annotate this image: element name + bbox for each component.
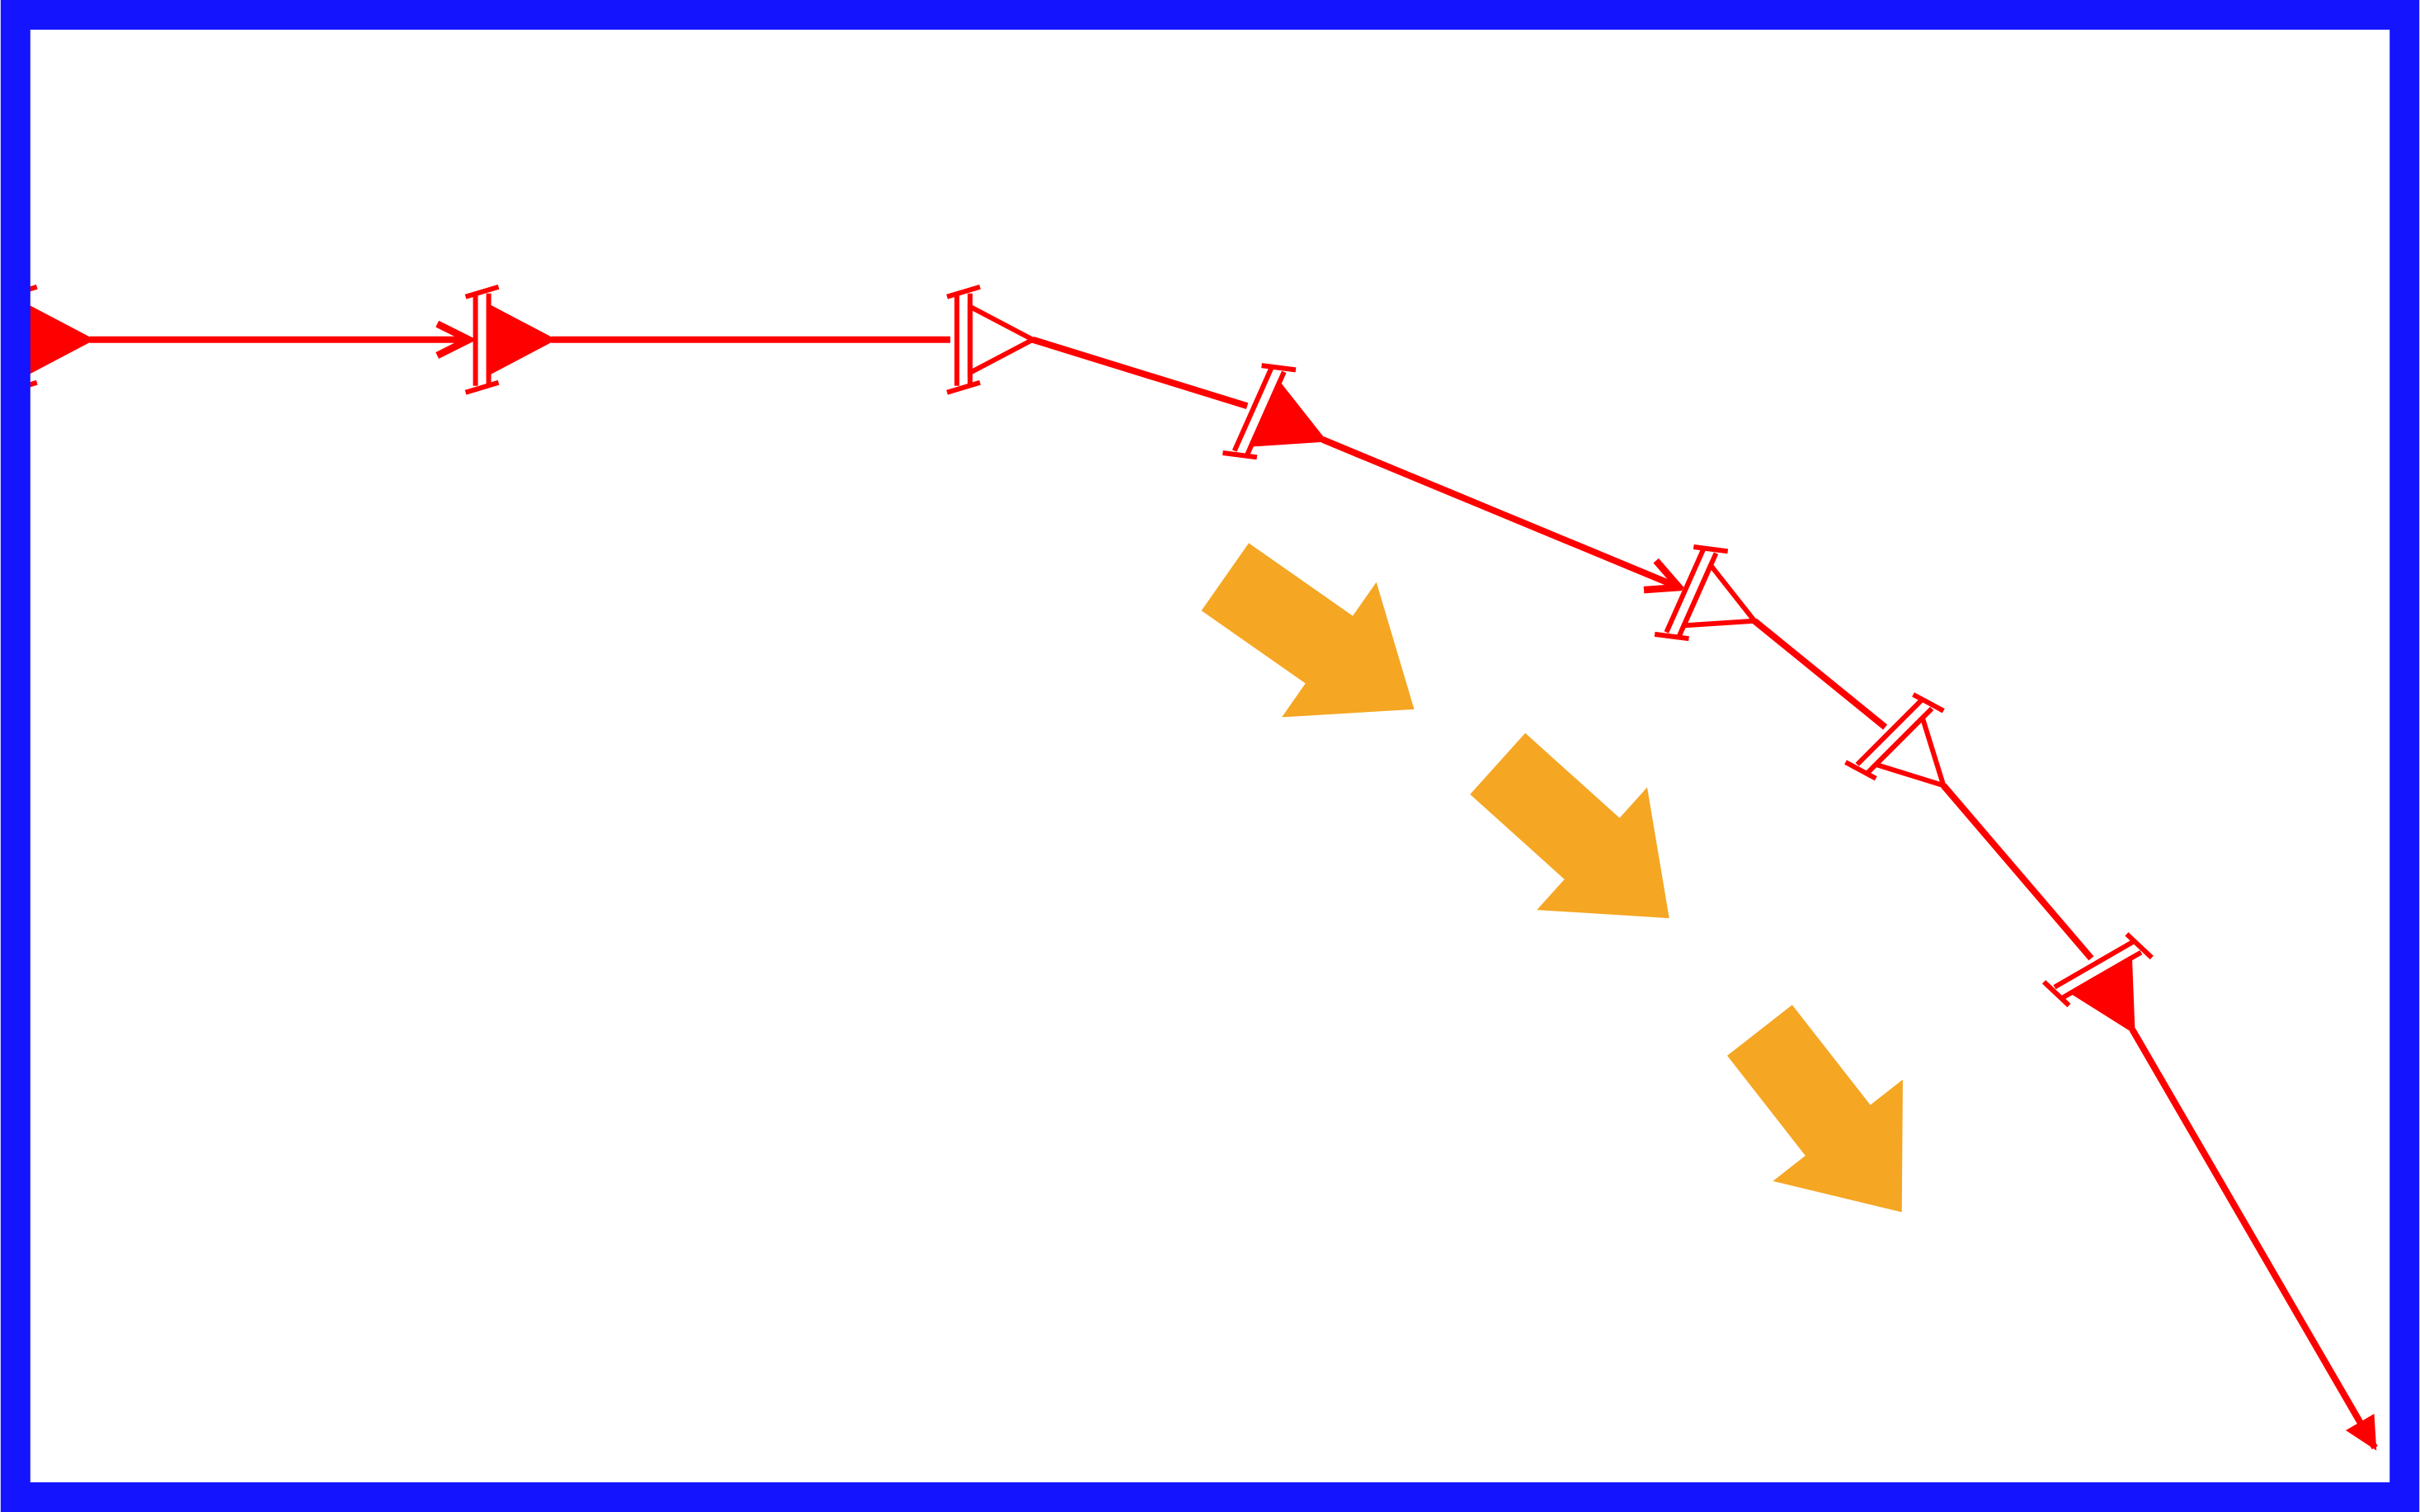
diagram-canvas — [0, 0, 2420, 1512]
diagram-svg — [0, 0, 2420, 1512]
